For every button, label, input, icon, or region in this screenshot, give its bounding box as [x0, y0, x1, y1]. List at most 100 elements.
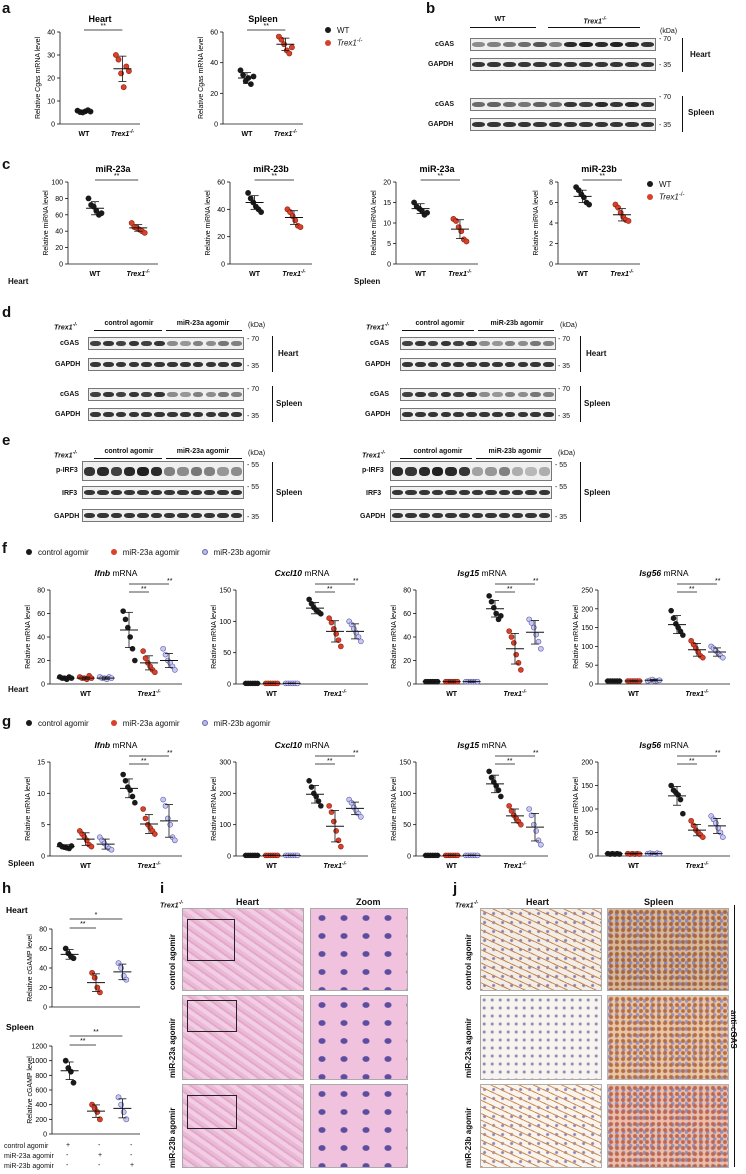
g3-ytick-label-3: 150 [399, 760, 411, 767]
h-heart-point-1-3 [97, 989, 103, 996]
d-left-mw70b: - 70 [247, 386, 260, 393]
c4-ytick-label-1: 2 [549, 241, 553, 248]
f3-ytick-label-0: 0 [407, 682, 411, 689]
blot-band [479, 411, 490, 418]
blot-band [525, 512, 537, 519]
c1-ytick-label-3: 60 [55, 212, 63, 219]
d-left-spleen: Spleen [276, 399, 303, 408]
blot-band [640, 61, 654, 68]
blot-band [217, 466, 229, 476]
d-left-control: control agomir [104, 320, 154, 327]
blot-band [579, 121, 593, 128]
d-left-mir23a: miR-23a agomir [176, 320, 230, 327]
f2-ytick-label-2: 100 [219, 619, 231, 626]
d-left-gapdh2: GAPDH [55, 411, 81, 418]
f1-title: Ifnb mRNA [95, 568, 138, 578]
h-spleen-ytick-label-4: 800 [35, 1073, 47, 1080]
e-left-mw55a: - 55 [247, 462, 260, 469]
f1-point-1-1-0 [140, 648, 146, 654]
blot-d-left-cgas-heart [88, 337, 244, 350]
blot-band [204, 489, 216, 496]
blot-band [97, 466, 109, 476]
j-image-mir23b-spleen [607, 1084, 729, 1168]
c4-ytick-label-0: 0 [549, 262, 553, 269]
f2-point-1-1-4 [335, 637, 342, 643]
blot-band [440, 340, 452, 347]
blot-band [231, 361, 242, 368]
panel-label-f: f [2, 540, 7, 557]
g3-point-1-1-1 [508, 808, 515, 814]
f3-point-0-1-2 [491, 604, 497, 611]
blot-band [530, 340, 542, 347]
f1-point-2-1-0 [160, 645, 166, 652]
c3-point-1-1 [453, 218, 459, 224]
a-spleen-ytick-label-1: 20 [210, 91, 218, 98]
b-bar-spleen [682, 96, 683, 132]
b-group-wt: WT [494, 16, 506, 23]
c1-ytick-label-2: 40 [55, 229, 63, 236]
blot-band [445, 489, 457, 496]
i-row-mir23a: miR-23a agomir [168, 1017, 177, 1078]
h-row-control: control agomir [4, 1143, 49, 1150]
blot-band [491, 361, 503, 368]
d-left-heart: Heart [278, 349, 299, 358]
a-spleen-sig: ** [263, 23, 269, 30]
f3-title: Isg15 mRNA [457, 568, 506, 578]
g1-point-2-1-1 [162, 803, 169, 809]
blot-band [472, 61, 486, 68]
f2-ytick-label-0: 0 [227, 682, 231, 689]
g3-xlabel-0: WT [446, 863, 458, 870]
h-sign-2-2: + [130, 1162, 135, 1169]
h-spleen-ylabel: Relative cGAMP level [27, 1056, 34, 1124]
d-right-trex-text: Trex1 [366, 324, 385, 332]
i-zoom-box-1 [187, 919, 235, 961]
f3-point-2-1-4 [535, 638, 542, 645]
f1-point-0-1-5 [132, 657, 138, 664]
a-heart-ytick-label-4: 40 [47, 30, 55, 37]
b-tissue-heart: Heart [690, 50, 711, 59]
c4-point-1-5 [625, 218, 632, 224]
i-image-control-heart [182, 908, 304, 991]
h-heart-sig-1: * [95, 912, 98, 919]
b-gapdh-label-spleen: GAPDH [428, 121, 454, 128]
c1-title: miR-23a [95, 164, 131, 174]
d-right-mir23b: miR-23b agomir [490, 320, 544, 327]
blot-band [90, 411, 101, 418]
blot-band [610, 121, 624, 128]
g2-point-1-1-5 [338, 843, 344, 850]
h-spleen-sig-1: ** [93, 1029, 99, 1036]
f3-ytick-label-4: 80 [403, 588, 411, 595]
i-trex-text: Trex1 [160, 902, 179, 910]
h-spleen-point-0-2 [68, 1068, 74, 1075]
j-image-mir23a-spleen [607, 995, 729, 1080]
f2-sig-1: ** [327, 586, 333, 593]
d-left-gapdh1: GAPDH [55, 361, 81, 368]
c3-ytick-label-1: 5 [387, 241, 391, 248]
blot-band [472, 512, 484, 519]
f4-sig-1: ** [689, 586, 695, 593]
g2-sig-1: ** [327, 758, 333, 765]
c4-title: miR-23b [581, 164, 617, 174]
blot-band [564, 41, 578, 48]
d-left-mw70a: - 70 [247, 336, 260, 343]
c2-point-0-5 [258, 209, 264, 215]
b-trex-line [548, 27, 640, 28]
f1-sig-0: ** [167, 578, 173, 585]
blot-e-left-gapdh [82, 509, 244, 522]
chart-f4: Isg56 mRNA 0 50 100 150 200 250 Relative mRNA l… [573, 568, 730, 698]
b-cgas-label-heart: cGAS [435, 41, 455, 48]
blot-band [579, 41, 593, 48]
g3-point-2-1-5 [538, 841, 544, 848]
d-left-mw35a: - 35 [247, 363, 260, 370]
f4-point-1-1-5 [700, 654, 706, 661]
g1-point-2-0-5 [108, 846, 115, 853]
h-heart-point-1-0 [89, 969, 95, 976]
f4-point-2-1-5 [720, 654, 726, 661]
blot-band [498, 512, 510, 519]
c3-ytick-label-0: 0 [387, 262, 391, 269]
blot-band [564, 101, 578, 108]
c2-point-1-3 [292, 217, 299, 224]
f4-ytick-label-4: 200 [581, 606, 593, 613]
